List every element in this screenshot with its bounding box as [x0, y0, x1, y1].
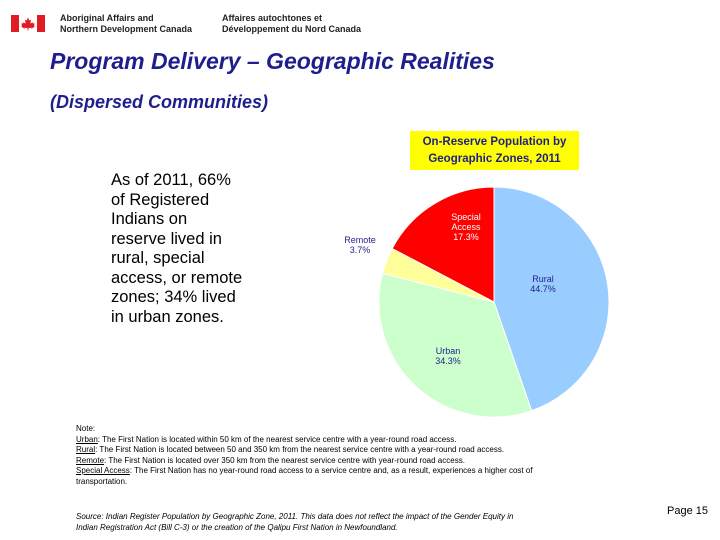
- chart-title: On-Reserve Population by Geographic Zone…: [410, 131, 579, 170]
- note-continuation: transportation.: [76, 476, 128, 486]
- note-item: Rural: The First Nation is located betwe…: [76, 445, 505, 454]
- pie-name-label-rural: Rural: [532, 274, 554, 284]
- note-item: Urban: The First Nation is located withi…: [76, 434, 457, 444]
- note-item: Remote: The First Nation is located over…: [76, 455, 465, 465]
- pie-value-label-rural: 44.7%: [530, 284, 556, 294]
- slide-title: Program Delivery – Geographic Realities: [50, 48, 495, 74]
- notes-heading: Note:: [76, 424, 96, 433]
- note-item: Special Access: The First Nation has no …: [76, 466, 533, 475]
- pie-value-label-remote: 3.7%: [350, 245, 371, 255]
- body-text: As of 2011, 66% of Registered Indians on…: [111, 171, 281, 327]
- body-line: in urban zones.: [111, 307, 224, 326]
- pie-value-label-urban: 34.3%: [435, 356, 461, 366]
- pie-name-label-special-access: Access: [451, 222, 481, 232]
- department-name-french: Affaires autochtones et Développement du…: [222, 13, 362, 34]
- page-number: Page 15: [667, 505, 708, 517]
- body-line: Indians on: [111, 210, 188, 228]
- body-line: of Registered: [111, 190, 210, 209]
- canada-flag-icon: [11, 15, 45, 32]
- pie-name-label-remote: Remote: [344, 235, 376, 245]
- department-name-english: Aboriginal Affairs and Northern Developm…: [60, 13, 193, 34]
- pie-name-label-urban: Urban: [436, 346, 461, 356]
- header-bar: Aboriginal Affairs and Northern Developm…: [0, 0, 720, 44]
- pie-name-label-special-access: Special: [451, 212, 481, 222]
- pie-slice-rural: [493, 186, 610, 412]
- slide-subtitle: (Dispersed Communities): [50, 92, 269, 112]
- pie-slice-urban: [378, 272, 533, 418]
- notes-block: Note: Urban: The First Nation is located…: [76, 424, 676, 487]
- body-line: zones; 34% lived: [111, 288, 236, 306]
- pie-slice-remote: [382, 247, 495, 303]
- pie-slice-special-access: [391, 186, 495, 303]
- body-line: rural, special: [111, 249, 205, 267]
- body-line: As of 2011, 66%: [111, 171, 231, 189]
- body-line: access, or remote: [111, 268, 243, 287]
- source-note: Source: Indian Register Population by Ge…: [76, 512, 514, 532]
- body-line: reserve lived in: [111, 229, 222, 248]
- pie-value-label-special-access: 17.3%: [453, 232, 479, 242]
